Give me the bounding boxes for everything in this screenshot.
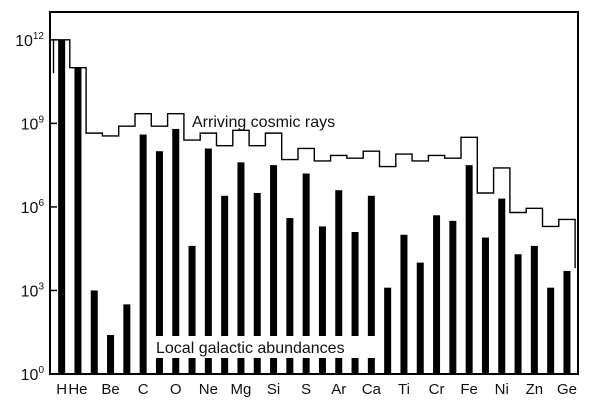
local-annotation-group: Local galactic abundances xyxy=(152,336,384,358)
x-label-H: H xyxy=(56,381,67,398)
y-tick-label: 103 xyxy=(21,281,45,300)
bar-S xyxy=(302,173,310,374)
bar-F xyxy=(188,245,196,374)
bar-Co xyxy=(481,237,489,374)
x-label-Ar: Ar xyxy=(331,381,346,398)
y-tick-label: 109 xyxy=(21,114,45,133)
bar-He xyxy=(74,67,82,374)
bar-Zn xyxy=(530,245,538,374)
cosmic-ray-annotation: Arriving cosmic rays xyxy=(192,114,335,131)
bar-Ga xyxy=(547,287,555,374)
x-label-Ni: Ni xyxy=(495,381,509,398)
bar-Ni xyxy=(498,198,506,374)
bar-Si xyxy=(270,165,278,374)
bar-Cl xyxy=(318,226,326,374)
bar-Be xyxy=(107,335,115,374)
bar-Cu xyxy=(514,254,522,374)
bar-Ti xyxy=(400,234,408,374)
bar-Li xyxy=(90,290,98,374)
x-label-Ne: Ne xyxy=(199,381,218,398)
bar-Na xyxy=(221,195,229,374)
x-axis-element-labels: H He Be C O Ne Mg Si S Ar Ca Ti Cr Fe Ni Zn Ge xyxy=(56,381,577,398)
bar-Ne xyxy=(204,148,212,374)
bar-H xyxy=(58,39,66,374)
bar-Ge xyxy=(563,270,571,374)
x-label-Zn: Zn xyxy=(526,381,544,398)
cosmic-ray-step-line xyxy=(52,39,576,269)
y-tick-label: 1012 xyxy=(15,31,44,50)
x-label-O: O xyxy=(170,381,182,398)
bar-Cr xyxy=(433,215,441,374)
x-label-Ca: Ca xyxy=(362,381,382,398)
x-label-Ge: Ge xyxy=(557,381,577,398)
x-label-Be: Be xyxy=(101,381,119,398)
x-label-Si: Si xyxy=(267,381,280,398)
bar-P xyxy=(286,218,294,374)
bar-K xyxy=(351,231,359,374)
bar-Fe xyxy=(465,165,473,374)
bar-Mn xyxy=(449,220,457,374)
bar-Mg xyxy=(237,162,245,374)
bar-B xyxy=(123,304,131,374)
local-abundance-annotation: Local galactic abundances xyxy=(156,340,345,357)
bar-N xyxy=(155,151,163,374)
local-annotation-background xyxy=(152,336,384,358)
bar-Ar xyxy=(335,190,343,374)
x-label-Mg: Mg xyxy=(231,381,252,398)
bar-C xyxy=(139,134,147,374)
x-label-Cr: Cr xyxy=(429,381,445,398)
x-label-S: S xyxy=(301,381,311,398)
bar-Sc xyxy=(384,287,392,374)
y-tick-label: 106 xyxy=(21,198,45,217)
y-tick-label: 100 xyxy=(21,365,45,384)
local-abundance-bars xyxy=(58,39,571,374)
bar-Ca xyxy=(367,195,375,374)
x-label-He: He xyxy=(68,381,87,398)
x-label-Ti: Ti xyxy=(398,381,410,398)
x-label-Fe: Fe xyxy=(460,381,478,398)
bar-O xyxy=(172,128,180,374)
bar-Al xyxy=(253,193,261,374)
y-axis-ticks: 100 103 106 109 1012 xyxy=(15,31,57,384)
plot-frame xyxy=(49,11,579,375)
bar-V xyxy=(416,262,424,374)
x-label-C: C xyxy=(138,381,149,398)
